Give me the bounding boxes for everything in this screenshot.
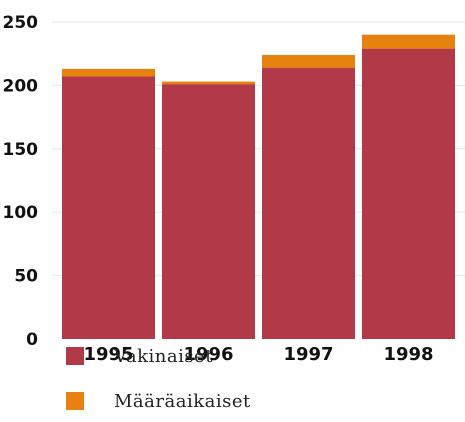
bar-segment-vakinaiset [162, 84, 255, 340]
y-tick-label: 100 [3, 203, 39, 223]
y-axis-ticks: 0 50 100 150 200 250 [3, 13, 39, 350]
x-category-label: 1997 [283, 344, 333, 365]
legend: Vakinaiset Määräaikaiset [66, 346, 251, 412]
bar-segment-vakinaiset [362, 48, 455, 340]
legend-swatch [66, 392, 84, 410]
x-category-label: 1995 [83, 344, 133, 365]
y-tick-label: 150 [3, 140, 39, 160]
x-category-label: 1998 [383, 344, 433, 365]
y-tick-label: 250 [3, 13, 39, 33]
y-tick-label: 0 [26, 330, 38, 350]
x-axis-categories: 1995 1996 1997 1998 [83, 344, 433, 365]
y-tick-label: 200 [3, 76, 39, 96]
legend-label: Vakinaiset [113, 346, 213, 367]
legend-label: Määräaikaiset [114, 391, 251, 412]
bar-segment-maaraaikaiset [362, 34, 455, 49]
bar-segment-maaraaikaiset [262, 54, 355, 68]
legend-swatch [66, 347, 84, 365]
bar-segment-vakinaiset [262, 67, 355, 339]
bar-segment-vakinaiset [62, 76, 155, 340]
y-tick-label: 50 [14, 267, 38, 287]
x-category-label: 1996 [183, 344, 233, 365]
bars [62, 34, 455, 340]
bar-segment-maaraaikaiset [162, 81, 255, 85]
bar-segment-maaraaikaiset [62, 68, 155, 77]
